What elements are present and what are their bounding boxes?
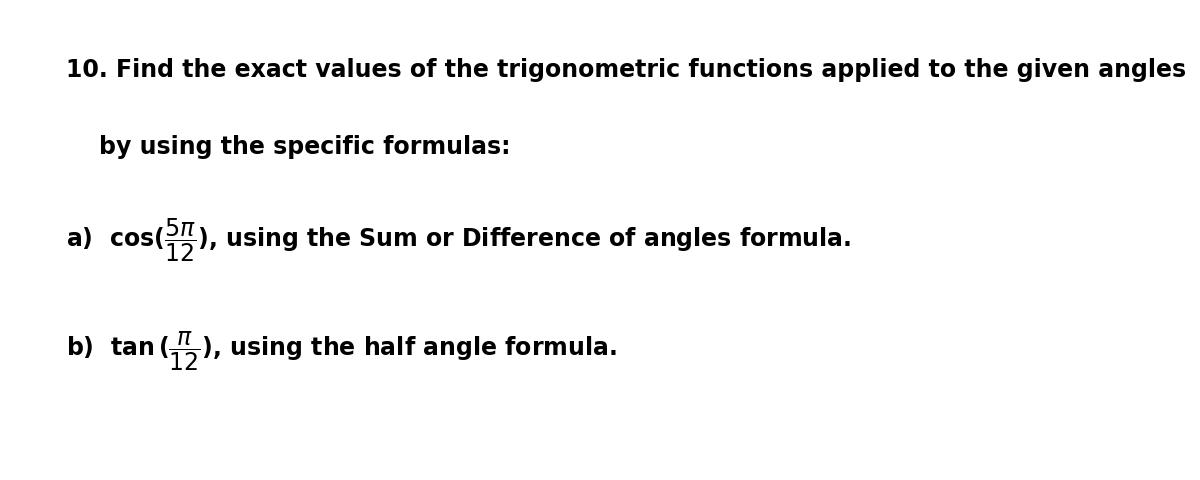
Text: b)  $\mathbf{tan\,(}\dfrac{\pi}{12}\mathbf{)}$, using the half angle formula.: b) $\mathbf{tan\,(}\dfrac{\pi}{12}\mathb… xyxy=(66,329,617,372)
Text: by using the specific formulas:: by using the specific formulas: xyxy=(66,134,510,158)
Text: a)  $\mathbf{cos(}\dfrac{5\pi}{12}\mathbf{)}$, using the Sum or Difference of an: a) $\mathbf{cos(}\dfrac{5\pi}{12}\mathbf… xyxy=(66,216,851,264)
Text: 10. Find the exact values of the trigonometric functions applied to the given an: 10. Find the exact values of the trigono… xyxy=(66,58,1186,82)
